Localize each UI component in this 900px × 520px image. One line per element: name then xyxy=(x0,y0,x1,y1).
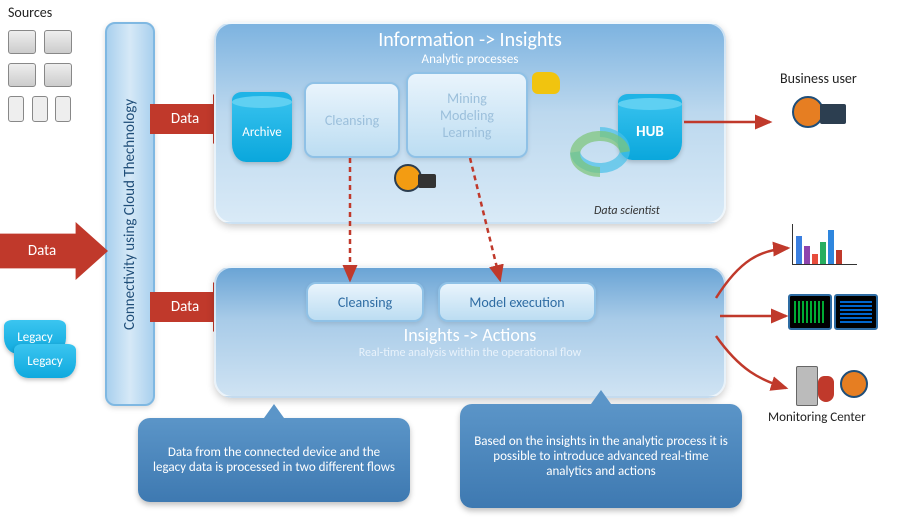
bar-chart-icon xyxy=(792,224,857,265)
mining-box: Mining Modeling Learning xyxy=(406,72,528,158)
laptop-icon xyxy=(418,174,436,188)
archive-cylinder: Archive xyxy=(232,92,292,162)
dashboard-icon xyxy=(834,294,878,330)
callout-text: Data from the connected device and the l… xyxy=(150,445,398,475)
computer-icon xyxy=(8,30,36,54)
phone-icon xyxy=(8,96,24,122)
arrow-text: Data xyxy=(28,242,56,260)
source-devices xyxy=(6,28,74,129)
callout-text: Based on the insights in the analytic pr… xyxy=(472,434,730,479)
business-user-label: Business user xyxy=(780,70,857,87)
dashboard-icon xyxy=(788,294,832,330)
bar xyxy=(820,242,826,264)
bar xyxy=(836,250,842,264)
arrow-text: Data xyxy=(171,110,199,128)
monitor-icon xyxy=(820,104,846,124)
bar xyxy=(796,236,802,264)
callout-left: Data from the connected device and the l… xyxy=(138,418,410,502)
computer-icon xyxy=(44,63,72,87)
data-scientist-label: Data scientist xyxy=(594,204,660,218)
phone-icon xyxy=(32,96,48,122)
bar xyxy=(828,230,834,264)
arrow-text: Data xyxy=(171,298,199,316)
connector-out xyxy=(716,336,786,388)
box-line: Learning xyxy=(443,124,492,141)
panel-subtitle: Analytic processes xyxy=(216,52,724,67)
connectivity-pipe: Connectivity using Cloud Thechnology xyxy=(105,22,155,406)
phone-icon xyxy=(55,96,71,122)
cycle-icon xyxy=(560,122,640,182)
hadoop-icon xyxy=(532,72,560,94)
cleansing-box: Cleansing xyxy=(304,82,400,158)
computer-icon xyxy=(8,63,36,87)
person-icon xyxy=(840,370,868,398)
cleansing2-box: Cleansing xyxy=(306,282,424,322)
connector-out xyxy=(716,248,788,298)
model-exec-box: Model execution xyxy=(438,282,596,322)
legacy-cylinder: Legacy xyxy=(14,344,76,378)
panel-subtitle: Real-time analysis within the operationa… xyxy=(216,346,724,360)
data-arrow-left: Data xyxy=(0,222,108,280)
server-icon xyxy=(796,366,818,406)
box-line: Mining xyxy=(447,90,487,107)
sources-label: Sources xyxy=(8,4,52,21)
panel-title: Insights -> Actions xyxy=(216,324,724,346)
monitoring-label: Monitoring Center xyxy=(768,410,866,425)
pipe-label: Connectivity using Cloud Thechnology xyxy=(107,24,153,404)
computer-icon xyxy=(44,30,72,54)
box-line: Modeling xyxy=(440,107,494,124)
bar xyxy=(804,246,810,264)
server-icon xyxy=(818,376,834,402)
bar xyxy=(812,254,818,264)
callout-right: Based on the insights in the analytic pr… xyxy=(460,404,742,508)
panel-title: Information -> Insights xyxy=(216,28,724,52)
